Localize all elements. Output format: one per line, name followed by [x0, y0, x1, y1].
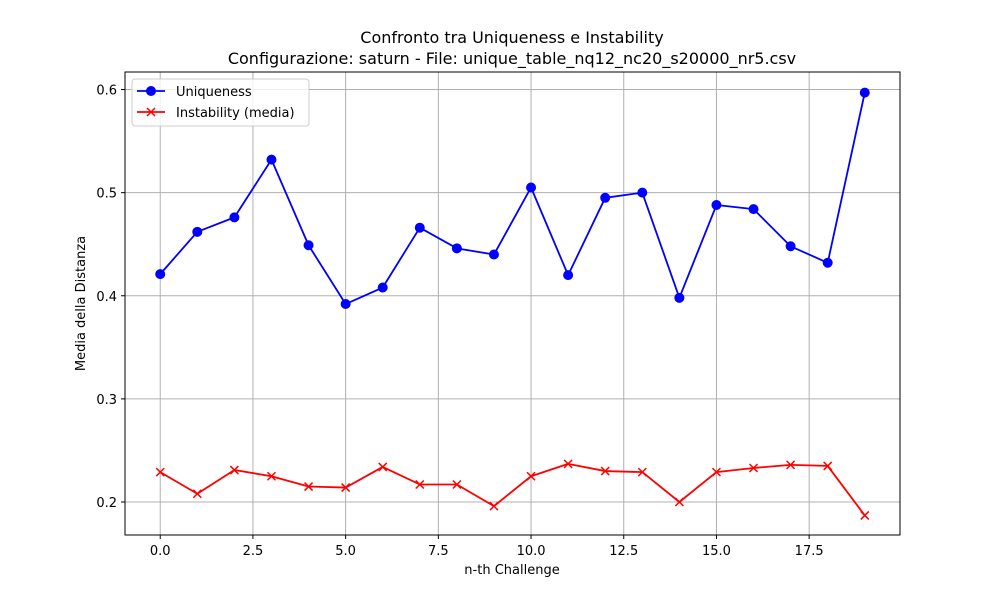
y-tick-label: 0.6	[96, 84, 117, 99]
uniqueness-point	[637, 187, 648, 198]
instability-point	[786, 460, 796, 470]
uniqueness-point	[526, 182, 537, 193]
x-tick-label: 7.5	[428, 544, 449, 559]
instability-point	[341, 483, 351, 493]
grid-lines	[125, 72, 900, 535]
uniqueness-point	[303, 240, 314, 251]
uniqueness-point	[266, 154, 277, 165]
x-tick-label: 2.5	[243, 544, 264, 559]
uniqueness-point	[822, 257, 833, 268]
uniqueness-point	[748, 204, 759, 215]
x-tick-label: 12.5	[609, 544, 638, 559]
y-axis-label: Media della Distanza	[74, 236, 89, 371]
y-tick-label: 0.2	[96, 496, 117, 511]
uniqueness-point	[563, 270, 574, 281]
instability-point	[304, 482, 314, 492]
instability-series	[155, 459, 870, 520]
instability-point	[711, 467, 721, 477]
chart-subtitle: Configurazione: saturn - File: unique_ta…	[228, 49, 796, 69]
uniqueness-point	[192, 226, 203, 237]
y-tick-label: 0.3	[96, 393, 117, 408]
instability-point	[378, 462, 388, 472]
instability-point	[823, 461, 833, 471]
x-tick-label: 0.0	[150, 544, 171, 559]
uniqueness-point	[229, 212, 240, 223]
instability-point	[489, 501, 499, 511]
uniqueness-point	[377, 282, 388, 293]
plot-area-frame	[124, 71, 901, 536]
instability-point	[415, 479, 425, 490]
instability-point	[266, 471, 277, 481]
chart-title: Confronto tra Uniqueness e Instability	[360, 28, 663, 47]
uniqueness-point	[414, 222, 425, 233]
uniqueness-line	[159, 92, 866, 305]
axis-ticks: 0.0 2.5 5.0 7.5 10.0 12.5 15.0 17.5 0.2 0.3 0.4 0.5…	[96, 84, 823, 559]
instability-point	[229, 465, 239, 475]
instability-line	[159, 462, 866, 516]
legend-instability-label: Instability (media)	[176, 106, 295, 121]
x-tick-label: 5.0	[335, 544, 356, 559]
uniqueness-point	[711, 200, 722, 211]
legend-box	[131, 78, 310, 127]
instability-point	[600, 466, 610, 476]
uniqueness-point	[859, 87, 870, 98]
instability-point	[674, 497, 684, 507]
legend-uniqueness-label: Uniqueness	[176, 85, 252, 100]
uniqueness-point	[600, 192, 611, 203]
x-tick-label: 17.5	[795, 544, 824, 559]
instability-point	[526, 471, 536, 481]
instability-point	[192, 489, 202, 499]
instability-point	[860, 510, 870, 520]
uniqueness-point	[451, 243, 462, 254]
uniqueness-point	[674, 292, 685, 303]
series-layer	[155, 87, 870, 520]
x-tick-label: 15.0	[702, 544, 731, 559]
instability-point	[637, 467, 647, 477]
y-tick-label: 0.5	[96, 187, 117, 202]
instability-point	[155, 467, 165, 477]
uniqueness-series	[155, 87, 870, 310]
uniqueness-point	[785, 241, 796, 252]
instability-point	[452, 479, 462, 490]
legend-uniqueness-marker	[146, 86, 156, 96]
x-axis-label: n-th Challenge	[464, 563, 559, 578]
uniqueness-point	[340, 299, 351, 310]
instability-point	[563, 459, 573, 469]
x-tick-label: 10.0	[517, 544, 546, 559]
y-tick-label: 0.4	[96, 290, 117, 305]
legend-entries: Uniqueness Instability (media)	[137, 85, 295, 121]
uniqueness-point	[155, 269, 166, 280]
uniqueness-point	[488, 249, 499, 260]
legend-instability-marker	[146, 107, 156, 117]
legend: Uniqueness Instability (media)	[131, 78, 310, 127]
instability-point	[748, 463, 759, 473]
